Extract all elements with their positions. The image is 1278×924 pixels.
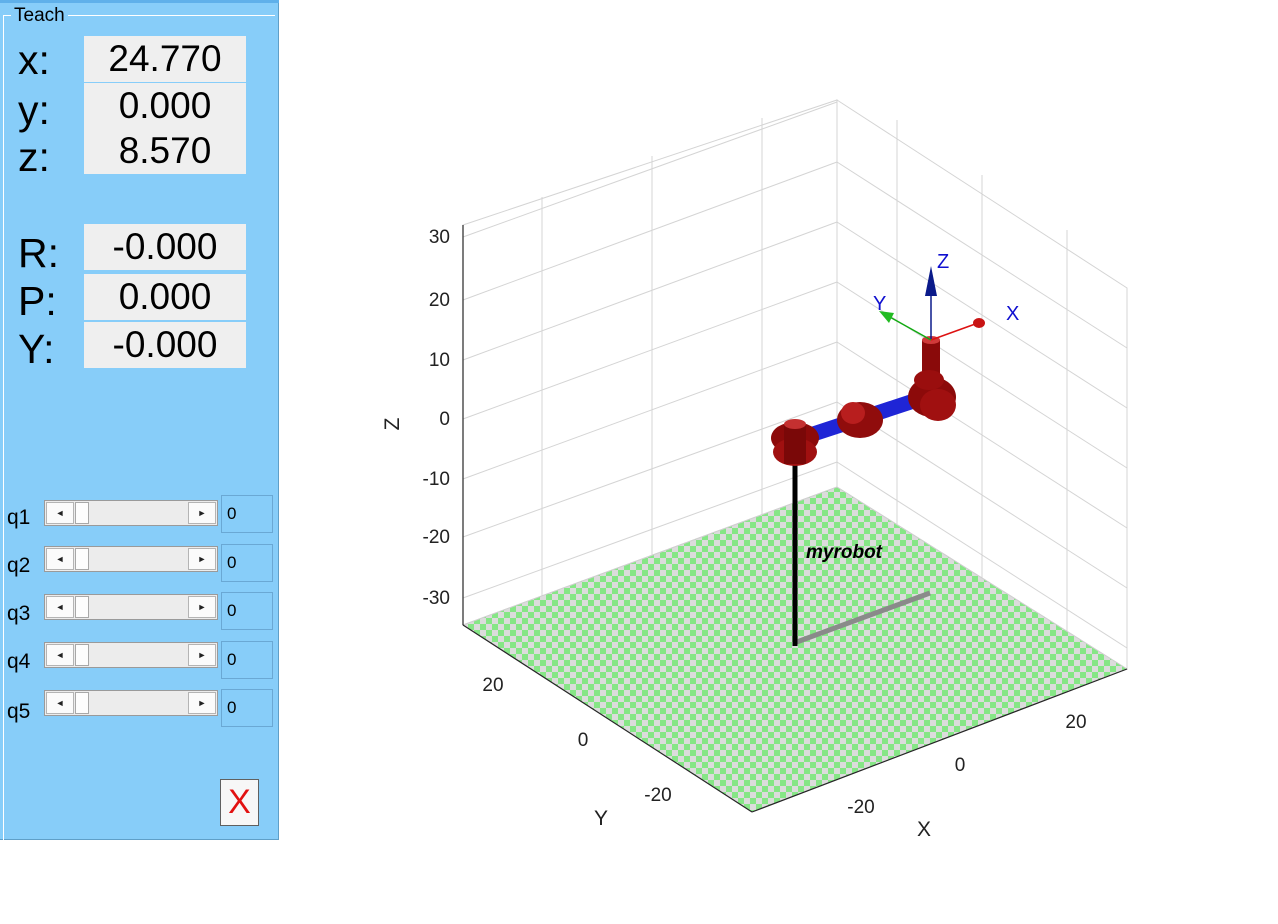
robot-joint-1 [771,419,819,466]
x-axis-label: X [917,818,931,841]
joint-slider-q4[interactable]: ◄ ► [44,642,218,668]
z-tick-label: -30 [423,588,450,609]
slider-right-arrow-icon[interactable]: ► [188,596,216,618]
slider-left-arrow-icon[interactable]: ◄ [46,502,74,524]
x-arrow-head [973,318,985,328]
joint-value-q1[interactable]: 0 [221,495,273,533]
close-button[interactable]: X [220,779,259,826]
x-label: x: [18,37,50,83]
slider-thumb[interactable] [75,644,89,666]
slider-right-arrow-icon[interactable]: ► [188,692,216,714]
y-tick-label: 0 [578,730,589,751]
roll-value: -0.000 [84,224,246,270]
z-tick-label: 10 [429,350,450,371]
pitch-value: 0.000 [84,274,246,320]
pitch-label: P: [18,278,57,324]
teach-panel: Teach x: 24.770 y: 0.000 z: 8.570 R: -0.… [0,0,279,841]
teach-title: Teach [11,6,68,26]
y-tick-label: 20 [482,675,503,696]
z-tick-label: -20 [423,527,450,548]
robot-joint-2 [837,402,883,438]
slider-right-arrow-icon[interactable]: ► [188,548,216,570]
robot-arm [771,336,956,466]
joint-value-q2[interactable]: 0 [221,544,273,582]
z-tick-label: 0 [439,409,450,430]
z-axis-ticks: 30 20 10 0 -10 -20 -30 [423,227,450,609]
joint-slider-q3[interactable]: ◄ ► [44,594,218,620]
joint-value-q3[interactable]: 0 [221,592,273,630]
y-tick-label: -20 [644,785,671,806]
robot-3d-plot[interactable]: 30 20 10 0 -10 -20 -30 Z 20 0 -20 Y 20 0… [300,0,1260,860]
robot-shadow [793,590,931,646]
joint-label-q3: q3 [7,602,31,625]
tool-frame-axes: Z X Y [873,251,1019,341]
yaw-value: -0.000 [84,322,246,368]
frame-z-label: Z [937,251,949,273]
joint-slider-q1[interactable]: ◄ ► [44,500,218,526]
y-axis-ticks: 20 0 -20 [482,675,671,806]
axis-lines [462,225,1128,813]
y-label: y: [18,87,50,133]
y-arrow-head [879,311,894,323]
grid-lines [462,99,1128,670]
y-axis-label: Y [594,807,608,830]
y-value: 0.000 [84,83,246,129]
joint-label-q4: q4 [7,650,31,673]
slider-right-arrow-icon[interactable]: ► [188,502,216,524]
panel-top-border [0,0,279,3]
x-tick-label: 0 [955,755,966,776]
joint-label-q5: q5 [7,700,31,723]
yaw-label: Y: [18,326,55,372]
z-arrow-head [925,266,937,296]
robot-name-label: myrobot [806,542,883,563]
x-axis-ticks: 20 0 -20 [847,712,1086,818]
z-tick-label: 20 [429,290,450,311]
joint-value-q4[interactable]: 0 [221,641,273,679]
slider-thumb[interactable] [75,692,89,714]
joint-slider-q2[interactable]: ◄ ► [44,546,218,572]
slider-right-arrow-icon[interactable]: ► [188,644,216,666]
roll-label: R: [18,230,59,276]
frame-y-label: Y [873,293,886,315]
x-value: 24.770 [84,36,246,82]
joint-label-q1: q1 [7,506,31,529]
z-label: z: [18,134,50,180]
z-axis-label: Z [381,417,404,430]
joint-slider-q5[interactable]: ◄ ► [44,690,218,716]
slider-left-arrow-icon[interactable]: ◄ [46,596,74,618]
slider-thumb[interactable] [75,502,89,524]
z-tick-label: -10 [423,469,450,490]
slider-left-arrow-icon[interactable]: ◄ [46,644,74,666]
slider-thumb[interactable] [75,596,89,618]
joint-value-q5[interactable]: 0 [221,689,273,727]
slider-thumb[interactable] [75,548,89,570]
joint-label-q2: q2 [7,554,31,577]
slider-left-arrow-icon[interactable]: ◄ [46,692,74,714]
z-value: 8.570 [84,128,246,174]
robot-joint-3 [908,336,956,421]
frame-x-label: X [1006,303,1019,325]
x-tick-label: 20 [1065,712,1086,733]
teach-groupbox [3,15,275,841]
slider-left-arrow-icon[interactable]: ◄ [46,548,74,570]
x-tick-label: -20 [847,797,874,818]
z-tick-label: 30 [429,227,450,248]
